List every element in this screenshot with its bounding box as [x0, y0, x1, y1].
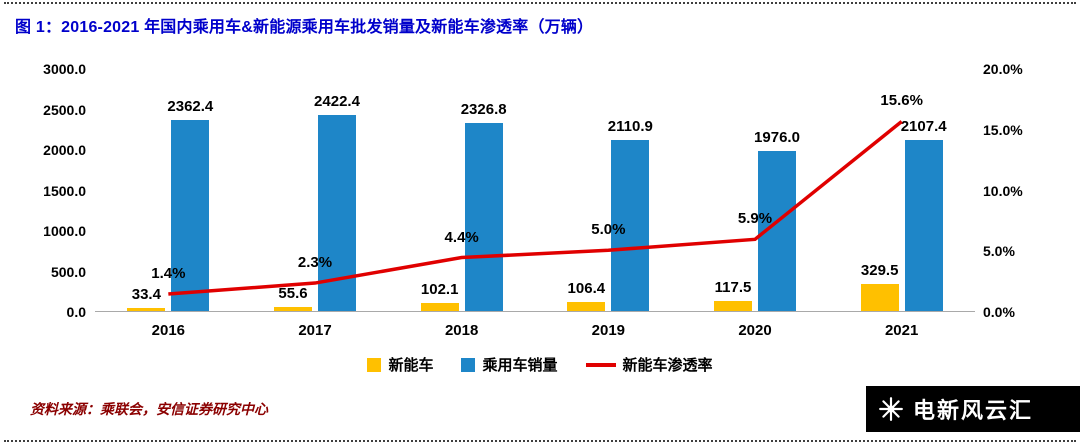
- top-dotted-border: [4, 2, 1076, 4]
- bar-nev: [274, 306, 312, 311]
- bar-value-label: 2107.4: [900, 118, 947, 136]
- legend-item: 乘用车销量: [461, 354, 558, 375]
- x-tick-label: 2018: [444, 322, 479, 339]
- y-tick-label: 1500.0: [43, 182, 86, 199]
- line-value-label: 1.4%: [151, 265, 186, 282]
- bar-value-label: 2326.8: [460, 100, 507, 118]
- y-axis-left: 0.0 500.0 1000.0 1500.0 2000.0 2500.0 3000.0: [10, 61, 86, 320]
- bar-value-label: 2110.9: [607, 118, 653, 136]
- x-tick-label: 2017: [298, 322, 332, 339]
- penetration-line: [168, 120, 903, 296]
- bar-nev: [127, 308, 166, 311]
- legend: 新能车 乘用车销量 新能车渗透率: [0, 354, 1080, 375]
- y-tick-label: 10.0%: [983, 182, 1023, 199]
- line-value-label: 5.0%: [591, 221, 626, 239]
- bottom-dotted-border: [4, 440, 1076, 442]
- bar-value-label: 33.4: [131, 286, 161, 304]
- bar-value-label: 106.4: [567, 280, 606, 298]
- bar-value-label: 2422.4: [314, 92, 360, 110]
- bar-nev: [860, 284, 899, 311]
- y-tick-label: 1000.0: [43, 223, 86, 239]
- legend-label: 乘用车销量: [482, 357, 558, 374]
- y-axis-right: 0.0% 5.0% 10.0% 15.0% 20.0%: [983, 61, 1067, 320]
- bar-passenger: [904, 140, 943, 311]
- bar-value-label: 55.6: [278, 284, 308, 302]
- x-axis-labels: 2016 2017 2018 2019 2020 2021: [95, 322, 975, 344]
- watermark-text: 电新风云汇: [913, 398, 1034, 423]
- bar-passenger: [171, 119, 210, 311]
- legend-label: 新能车渗透率: [622, 357, 713, 374]
- y-tick-label: 5.0%: [983, 243, 1015, 260]
- legend-item: 新能车渗透率: [585, 354, 713, 375]
- y-tick-label: 0.0: [66, 304, 86, 320]
- y-tick-label: 2500.0: [43, 101, 86, 118]
- bar-value-label: 2362.4: [167, 97, 214, 115]
- bar-nev: [567, 302, 606, 311]
- y-tick-label: 20.0%: [983, 61, 1023, 77]
- bar-passenger: [611, 140, 650, 311]
- line-value-label: 15.6%: [880, 92, 923, 110]
- y-tick-label: 0.0%: [983, 304, 1015, 320]
- bar-value-label: 117.5: [714, 279, 752, 297]
- plot-area: 33.4 2362.4 55.6 2422.4 102.1 2326.8 106.4 2110…: [95, 68, 975, 312]
- x-tick-label: 2020: [738, 322, 772, 339]
- bar-nev: [714, 301, 752, 311]
- x-tick-label: 2016: [151, 322, 186, 339]
- bar-nev: [420, 302, 459, 311]
- legend-box-swatch: [367, 357, 382, 372]
- bar-value-label: 102.1: [420, 280, 459, 298]
- x-tick-label: 2019: [591, 322, 626, 339]
- source-note: 资料来源：乘联会，安信证券研究中心: [30, 403, 268, 418]
- bar-value-label: 1976.0: [754, 128, 800, 146]
- bar-value-label: 329.5: [860, 262, 899, 280]
- line-value-label: 2.3%: [297, 254, 333, 272]
- snowflake-logo-icon: [878, 396, 904, 422]
- legend-line-swatch: [585, 362, 616, 367]
- legend-box-swatch: [461, 357, 476, 372]
- y-tick-label: 3000.0: [43, 61, 86, 77]
- y-tick-label: 500.0: [50, 263, 86, 280]
- line-value-label: 5.9%: [737, 210, 773, 228]
- watermark: 电新风云汇: [866, 386, 1080, 432]
- y-tick-label: 15.0%: [983, 121, 1023, 138]
- bar-passenger: [464, 122, 503, 311]
- chart-title: 图 1：2016-2021 年国内乘用车&新能源乘用车批发销量及新能车渗透率（万…: [15, 19, 594, 36]
- y-tick-label: 2000.0: [43, 142, 86, 158]
- legend-label: 新能车: [388, 357, 434, 374]
- legend-item: 新能车: [367, 354, 433, 375]
- line-value-label: 4.4%: [444, 228, 479, 246]
- x-tick-label: 2021: [884, 322, 919, 339]
